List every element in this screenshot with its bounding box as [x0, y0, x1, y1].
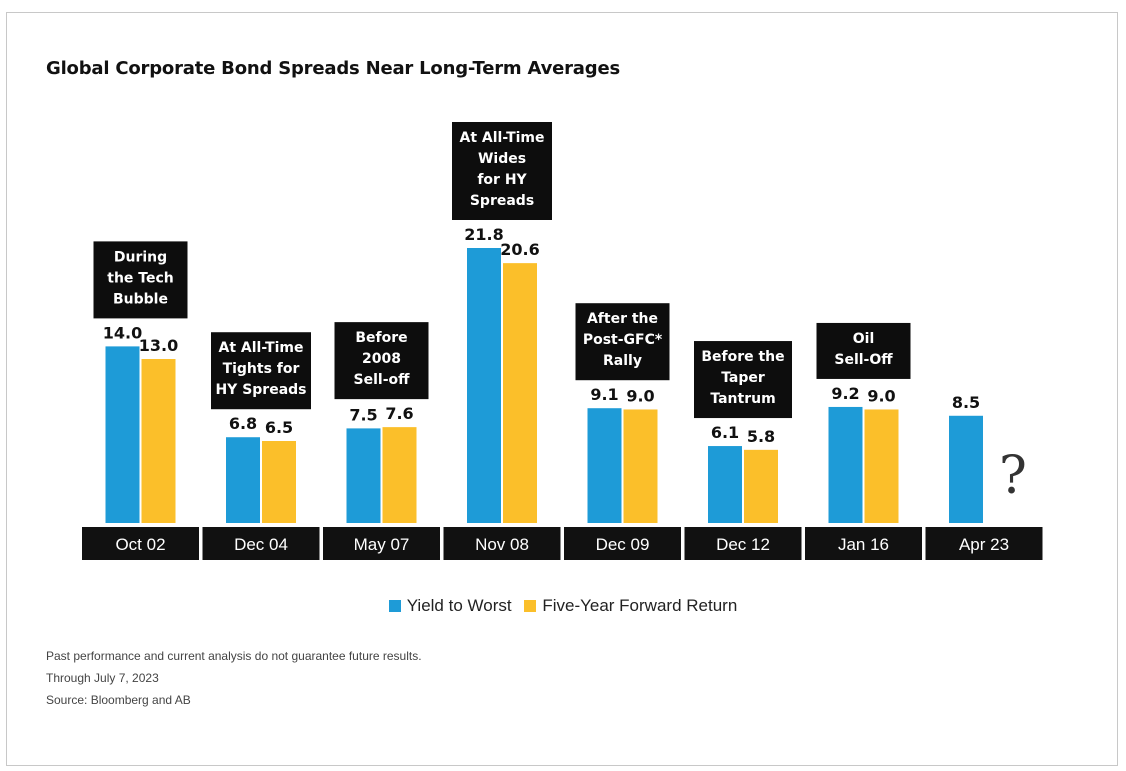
- annotation-line-oct-02-2: the Tech: [107, 270, 173, 286]
- data-label-five-year-forward-return-dec-04: 6.5: [265, 418, 293, 437]
- category-box-jan-16: [805, 527, 922, 560]
- annotation-box-jan-16: [816, 322, 911, 379]
- data-label-yield-to-worst-dec-04: 6.8: [229, 414, 257, 433]
- bar-yield-to-worst-dec-09: [587, 408, 622, 523]
- annotation-line-dec-12-1: Before the: [701, 349, 784, 365]
- bar-five-year-forward-return-dec-12: [744, 449, 778, 523]
- bar-yield-to-worst-nov-08: [467, 248, 501, 523]
- bar-five-year-forward-return-nov-08: [503, 263, 537, 523]
- category-box-dec-12: [684, 527, 802, 560]
- annotation-box-nov-08: [452, 122, 552, 220]
- annotation-line-dec-04-3: HY Spreads: [215, 382, 306, 398]
- bar-yield-to-worst-jan-16: [828, 406, 863, 523]
- category-box-dec-09: [564, 527, 681, 560]
- unknown-question-mark: ?: [999, 446, 1027, 506]
- bar-yield-to-worst-may-07: [346, 428, 381, 523]
- annotation-line-dec-04-2: Tights for: [223, 361, 300, 377]
- data-label-yield-to-worst-jan-16: 9.2: [831, 384, 859, 403]
- annotation-line-may-07-2: 2008: [362, 351, 401, 367]
- category-label-dec-12: Dec 12: [716, 535, 770, 554]
- annotation-line-jan-16-2: Sell-Off: [834, 352, 893, 368]
- category-box-may-07: [323, 527, 440, 560]
- category-box-nov-08: [443, 527, 561, 560]
- category-box-dec-04: [202, 527, 320, 560]
- bar-yield-to-worst-apr-23: [949, 415, 983, 523]
- data-label-yield-to-worst-oct-02: 14.0: [103, 323, 142, 342]
- annotation-line-may-07-3: Sell-off: [354, 372, 411, 388]
- legend-swatch-yield: [388, 600, 401, 612]
- annotation-line-nov-08-3: for HY: [477, 172, 527, 188]
- data-label-five-year-forward-return-dec-12: 5.8: [747, 427, 775, 446]
- annotation-box-oct-02: [93, 241, 188, 319]
- data-label-five-year-forward-return-jan-16: 9.0: [867, 386, 895, 405]
- source-note: Source: Bloomberg and AB: [46, 693, 191, 707]
- annotation-line-dec-09-2: Post-GFC*: [583, 332, 663, 348]
- data-label-five-year-forward-return-nov-08: 20.6: [500, 240, 539, 259]
- legend-item-return: Five-Year Forward Return: [524, 596, 737, 616]
- annotation-line-oct-02-3: Bubble: [113, 291, 168, 307]
- category-box-apr-23: [925, 527, 1043, 560]
- bar-yield-to-worst-dec-04: [226, 437, 260, 523]
- annotation-box-dec-12: [694, 341, 792, 419]
- chart-title: Global Corporate Bond Spreads Near Long-…: [46, 58, 620, 79]
- legend-swatch-return: [524, 600, 537, 612]
- bar-five-year-forward-return-oct-02: [141, 359, 176, 523]
- category-label-may-07: May 07: [354, 535, 410, 554]
- chart-frame: [6, 12, 1118, 766]
- legend-label-return: Five-Year Forward Return: [542, 596, 738, 615]
- legend-item-yield: Yield to Worst: [388, 596, 512, 616]
- annotation-line-jan-16-1: Oil: [853, 331, 875, 347]
- data-label-yield-to-worst-apr-23: 8.5: [952, 393, 980, 412]
- annotation-line-nov-08-1: At All-Time: [459, 130, 544, 146]
- category-label-dec-09: Dec 09: [596, 535, 650, 554]
- category-box-oct-02: [82, 527, 199, 560]
- category-label-dec-04: Dec 04: [234, 535, 288, 554]
- data-label-five-year-forward-return-oct-02: 13.0: [139, 336, 178, 355]
- annotation-line-dec-09-1: After the: [587, 311, 658, 327]
- annotation-box-dec-09: [575, 303, 670, 381]
- bar-five-year-forward-return-jan-16: [864, 409, 899, 523]
- annotation-line-dec-09-3: Rally: [603, 353, 642, 369]
- annotation-line-nov-08-2: Wides: [478, 151, 526, 167]
- disclaimer-note: Past performance and current analysis do…: [46, 649, 422, 663]
- data-label-five-year-forward-return-dec-09: 9.0: [626, 386, 654, 405]
- annotation-line-nov-08-4: Spreads: [470, 193, 534, 209]
- bar-yield-to-worst-oct-02: [105, 346, 140, 523]
- bar-five-year-forward-return-dec-09: [623, 409, 658, 523]
- bar-five-year-forward-return-dec-04: [262, 441, 296, 523]
- data-label-yield-to-worst-nov-08: 21.8: [464, 225, 503, 244]
- date-note: Through July 7, 2023: [46, 671, 159, 685]
- annotation-line-dec-12-3: Tantrum: [710, 391, 775, 407]
- data-label-yield-to-worst-dec-12: 6.1: [711, 423, 739, 442]
- category-label-oct-02: Oct 02: [115, 535, 165, 554]
- data-label-yield-to-worst-dec-09: 9.1: [590, 385, 618, 404]
- category-label-jan-16: Jan 16: [838, 535, 889, 554]
- footnotes: Past performance and current analysis do…: [46, 645, 422, 711]
- annotation-line-dec-04-1: At All-Time: [218, 340, 303, 356]
- bar-five-year-forward-return-may-07: [382, 427, 417, 523]
- annotation-box-may-07: [334, 322, 429, 400]
- category-label-apr-23: Apr 23: [959, 535, 1009, 554]
- annotation-box-dec-04: [211, 332, 311, 410]
- data-label-five-year-forward-return-may-07: 7.6: [385, 404, 413, 423]
- annotation-line-oct-02-1: During: [114, 249, 167, 265]
- legend-label-yield: Yield to Worst: [406, 596, 512, 615]
- bar-yield-to-worst-dec-12: [708, 446, 742, 523]
- category-label-nov-08: Nov 08: [475, 535, 529, 554]
- data-label-yield-to-worst-may-07: 7.5: [349, 405, 377, 424]
- annotation-line-dec-12-2: Taper: [721, 370, 765, 386]
- annotation-line-may-07-1: Before: [355, 330, 407, 346]
- legend: Yield to Worst Five-Year Forward Return: [0, 596, 1126, 617]
